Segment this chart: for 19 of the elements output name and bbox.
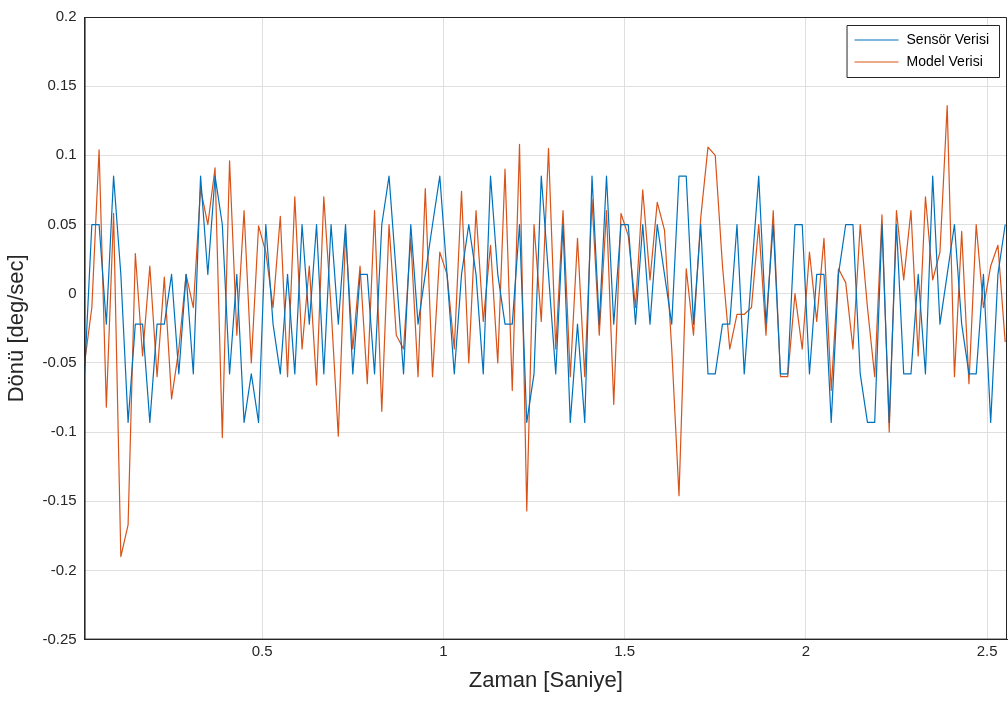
y-tick-label: -0.05 bbox=[42, 353, 77, 371]
y-tick-label: -0.15 bbox=[42, 491, 77, 509]
legend-label: Sensör Verisi bbox=[906, 30, 989, 47]
legend-label: Model Verisi bbox=[906, 52, 983, 69]
y-tick-label: -0.25 bbox=[42, 629, 77, 647]
y-tick-label: 0 bbox=[68, 283, 77, 301]
x-tick-label: 2 bbox=[801, 641, 811, 659]
y-tick-label: 0.05 bbox=[47, 214, 77, 232]
y-tick-label: -0.2 bbox=[50, 560, 77, 578]
y-tick-label: -0.1 bbox=[50, 422, 77, 440]
y-tick-label: 0.15 bbox=[47, 76, 77, 94]
y-axis-title: Dönü [deg/sec] bbox=[3, 254, 29, 403]
y-tick-label: 0.2 bbox=[55, 7, 77, 25]
x-tick-label: 1.5 bbox=[614, 641, 636, 659]
x-tick-label: 2.5 bbox=[976, 641, 998, 659]
x-axis-title: Zaman [Saniye] bbox=[468, 666, 623, 692]
x-tick-label: 1 bbox=[439, 641, 448, 659]
x-tick-label: 0.5 bbox=[251, 641, 273, 659]
y-tick-label: 0.1 bbox=[55, 145, 77, 163]
